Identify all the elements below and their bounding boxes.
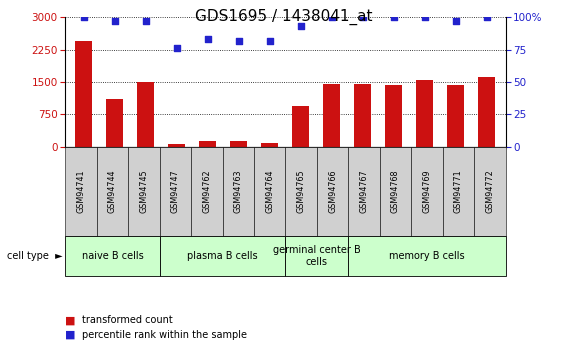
Text: transformed count: transformed count (82, 315, 173, 325)
Bar (448, 85, 465, 147)
Text: GSM94764: GSM94764 (265, 170, 274, 213)
Point (358, 14, 367, 20)
Bar (354, 84, 371, 147)
Text: GDS1695 / 1438041_at: GDS1695 / 1438041_at (195, 9, 373, 25)
Bar (478, 77, 495, 147)
Point (80, 14, 89, 20)
Bar (416, 80, 433, 147)
Bar (231, 141, 248, 147)
Point (235, 38, 244, 43)
Point (203, 37, 212, 42)
Text: GSM94771: GSM94771 (454, 170, 463, 213)
Text: GSM94762: GSM94762 (202, 170, 211, 213)
Point (172, 46, 181, 51)
Point (110, 18, 119, 24)
Bar (168, 144, 185, 147)
Point (420, 14, 429, 20)
Text: GSM94769: GSM94769 (423, 170, 432, 213)
Text: GSM94747: GSM94747 (171, 170, 180, 213)
Text: GSM94765: GSM94765 (296, 170, 306, 213)
Text: memory B cells: memory B cells (389, 251, 465, 261)
Text: GSM94744: GSM94744 (108, 170, 117, 213)
Point (482, 14, 491, 20)
Text: percentile rank within the sample: percentile rank within the sample (82, 330, 247, 339)
Text: germinal center B
cells: germinal center B cells (273, 245, 361, 267)
Text: ■: ■ (65, 330, 76, 339)
Bar (323, 84, 340, 147)
Bar (76, 41, 93, 147)
Point (296, 23, 306, 29)
Bar (137, 82, 154, 147)
Bar (261, 143, 278, 147)
Text: ■: ■ (65, 315, 76, 325)
Text: GSM94772: GSM94772 (485, 170, 494, 213)
Point (141, 18, 151, 24)
Point (265, 38, 274, 43)
Text: naive B cells: naive B cells (82, 251, 143, 261)
Text: plasma B cells: plasma B cells (187, 251, 258, 261)
Text: GSM94766: GSM94766 (328, 170, 337, 213)
Bar (293, 106, 310, 147)
Bar (106, 99, 123, 147)
Text: GSM94768: GSM94768 (391, 170, 400, 213)
Bar (386, 85, 403, 147)
Text: GSM94763: GSM94763 (234, 170, 243, 213)
Text: GSM94767: GSM94767 (360, 170, 369, 213)
Text: cell type  ►: cell type ► (7, 251, 62, 261)
Point (390, 14, 399, 20)
Point (452, 18, 461, 24)
Text: GSM94745: GSM94745 (139, 170, 148, 213)
Point (327, 14, 336, 20)
Bar (199, 141, 216, 147)
Text: GSM94741: GSM94741 (77, 170, 86, 213)
